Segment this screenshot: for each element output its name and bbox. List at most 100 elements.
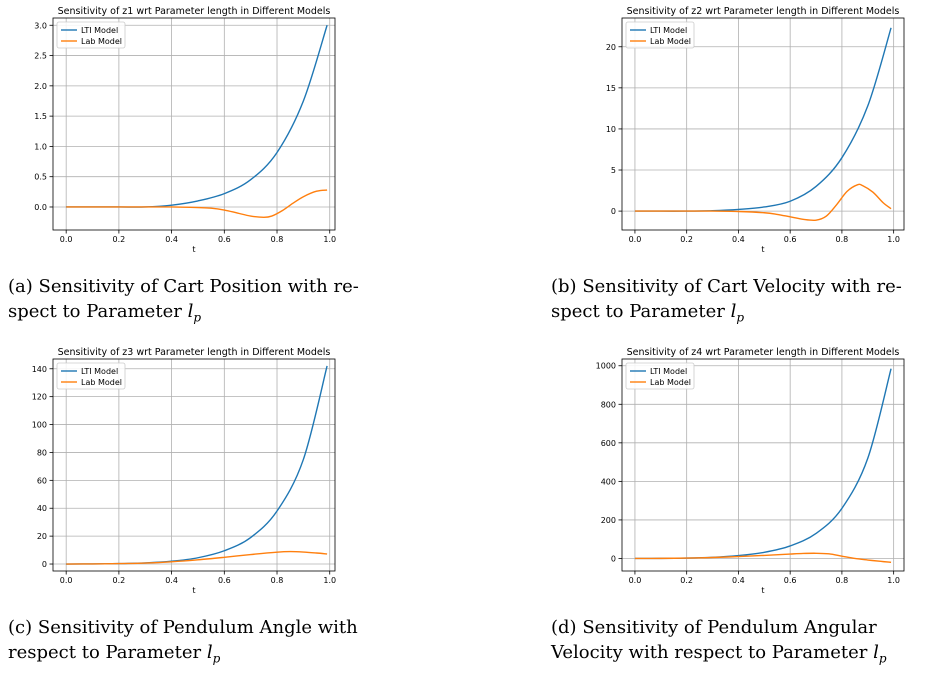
legend-label: Lab Model (650, 37, 691, 46)
caption-label: (c) (8, 617, 33, 638)
series-line-lab (66, 189, 328, 218)
legend: LTI Model Lab Model (56, 21, 126, 49)
x-tick-label: 0.8 (836, 235, 849, 244)
legend-label: Lab Model (650, 378, 691, 387)
axes-frame (52, 358, 336, 572)
legend-label: LTI Model (81, 367, 118, 376)
y-tick-label: 600 (601, 439, 616, 448)
legend: LTI Model Lab Model (56, 362, 126, 390)
math-symbol: lp (730, 301, 745, 325)
caption-a: (a) Sensitivity of Cart Position with re… (8, 274, 393, 331)
x-tick-label: 0.2 (113, 235, 126, 244)
x-tick-label: 0.8 (271, 576, 284, 585)
y-tick-label: 2.0 (34, 82, 47, 91)
series-line-lab (66, 550, 328, 565)
legend-label: LTI Model (81, 26, 118, 35)
math-symbol: lp (187, 301, 202, 325)
caption-label: (a) (8, 276, 33, 297)
y-tick-label: 100 (32, 421, 47, 430)
legend-label: LTI Model (650, 367, 687, 376)
y-tick-label: 1000 (596, 362, 616, 371)
chart-title: Sensitivity of z2 wrt Parameter length i… (627, 6, 900, 17)
caption-text: Sensitivity of Pendulum Angle with (37, 617, 358, 638)
x-tick-label: 1.0 (323, 576, 336, 585)
x-axis-label: t (761, 245, 764, 254)
y-tick-label: 0.0 (34, 203, 47, 212)
caption-b: (b) Sensitivity of Cart Velocity with re… (551, 274, 936, 331)
chart-title: Sensitivity of z4 wrt Parameter length i… (627, 347, 900, 358)
caption-label: (d) (551, 617, 577, 638)
x-tick-label: 0.4 (732, 576, 745, 585)
chart-panel-2: 0.0 0.2 0.4 0.6 0.8 1.0 0 20 40 60 80 100 120 140 t Sen… (32, 347, 336, 595)
series-line-lab (634, 183, 892, 222)
y-tick-label: 5 (611, 166, 616, 175)
legend: LTI Model Lab Model (625, 362, 695, 390)
y-tick-label: 20 (37, 532, 47, 541)
y-tick-label: 3.0 (34, 21, 47, 30)
y-tick-label: 1.5 (34, 112, 47, 121)
x-tick-label: 0.6 (218, 235, 231, 244)
x-axis-label: t (761, 586, 764, 595)
x-tick-label: 0.6 (218, 576, 231, 585)
chart-panel-1: 0.0 0.2 0.4 0.6 0.8 1.0 0 5 10 15 20 t Sensitivity o… (606, 6, 905, 254)
caption-text: spect to Parameter (8, 301, 182, 322)
y-tick-label: 15 (606, 84, 616, 93)
axes-frame (52, 17, 336, 231)
legend-label: Lab Model (81, 378, 122, 387)
y-tick-label: 0 (42, 560, 47, 569)
series-line-lab (634, 552, 892, 564)
caption-d: (d) Sensitivity of Pendulum Angular Velo… (551, 615, 936, 672)
math-symbol: lp (873, 642, 887, 666)
caption-label: (b) (551, 276, 577, 297)
axes-frame (621, 17, 905, 231)
x-tick-label: 0.4 (165, 576, 178, 585)
caption-text: respect to Parameter (8, 642, 202, 663)
y-tick-label: 400 (601, 477, 616, 486)
x-axis-label: t (192, 586, 195, 595)
y-tick-label: 1.0 (34, 142, 47, 151)
x-axis-label: t (192, 245, 195, 254)
caption-text: Sensitivity of Cart Position with re- (38, 276, 359, 297)
caption-text: Sensitivity of Cart Velocity with re- (582, 276, 902, 297)
y-tick-label: 20 (606, 43, 616, 52)
y-tick-label: 80 (37, 448, 47, 457)
x-tick-label: 1.0 (323, 235, 336, 244)
x-tick-label: 0.0 (629, 235, 642, 244)
x-tick-label: 0.4 (732, 235, 745, 244)
x-tick-label: 0.0 (60, 235, 73, 244)
chart-title: Sensitivity of z1 wrt Parameter length i… (58, 6, 331, 17)
y-tick-label: 800 (601, 400, 616, 409)
caption-text: Sensitivity of Pendulum Angular (582, 617, 877, 638)
x-tick-label: 1.0 (887, 235, 900, 244)
y-tick-label: 120 (32, 393, 47, 402)
y-tick-label: 10 (606, 125, 616, 134)
series-line-lti (634, 368, 892, 560)
series-line-lti (66, 365, 328, 565)
y-tick-label: 40 (37, 504, 47, 513)
x-tick-label: 0.2 (680, 235, 693, 244)
y-tick-label: 140 (32, 365, 47, 374)
math-symbol: lp (206, 642, 221, 666)
legend-label: Lab Model (81, 37, 122, 46)
chart-panel-0: 0.0 0.2 0.4 0.6 0.8 1.0 0.0 0.5 1.0 1.5 2.0 2.5 3.0 t… (34, 6, 336, 254)
x-tick-label: 0.6 (784, 576, 797, 585)
x-tick-label: 0.0 (629, 576, 642, 585)
y-tick-label: 0 (611, 207, 616, 216)
chart-title: Sensitivity of z3 wrt Parameter length i… (58, 347, 331, 358)
chart-panel-3: 0.0 0.2 0.4 0.6 0.8 1.0 0 200 400 600 800 1000 t Sens… (596, 347, 905, 595)
x-tick-label: 0.8 (836, 576, 849, 585)
x-tick-label: 0.2 (680, 576, 693, 585)
series-line-lti (634, 27, 892, 212)
y-tick-label: 0 (611, 554, 616, 563)
x-tick-label: 1.0 (887, 576, 900, 585)
legend: LTI Model Lab Model (625, 21, 695, 49)
x-tick-label: 0.4 (165, 235, 178, 244)
y-tick-label: 0.5 (34, 173, 47, 182)
x-tick-label: 0.8 (271, 235, 284, 244)
legend-label: LTI Model (650, 26, 687, 35)
caption-text: spect to Parameter (551, 301, 725, 322)
x-tick-label: 0.0 (60, 576, 73, 585)
y-tick-label: 200 (601, 516, 616, 525)
caption-c: (c) Sensitivity of Pendulum Angle with r… (8, 615, 393, 672)
